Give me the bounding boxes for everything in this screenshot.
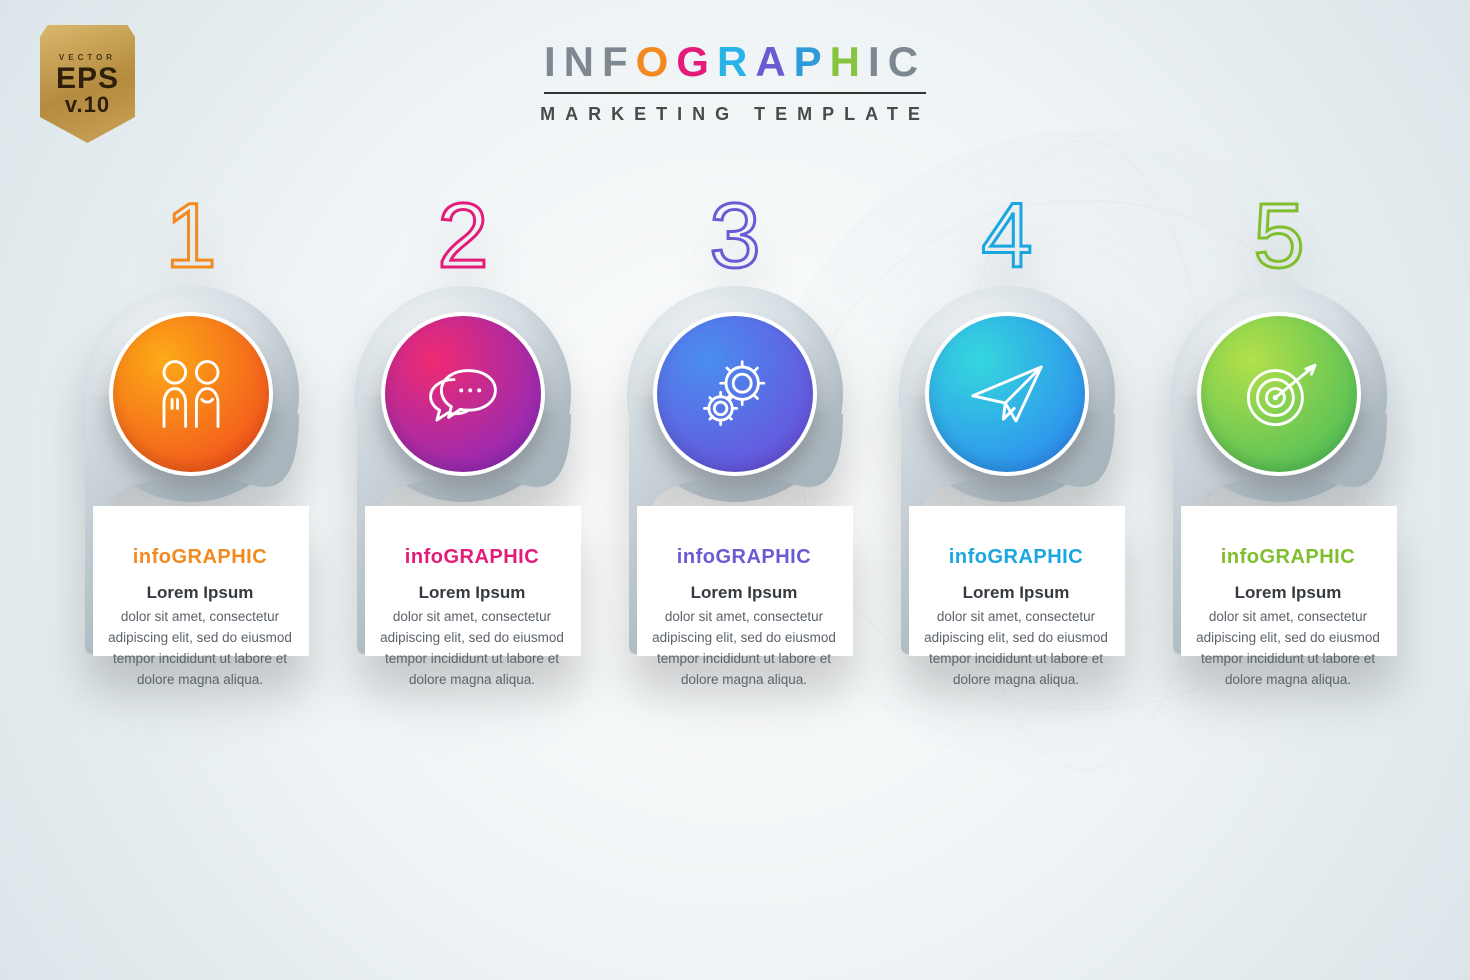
step-card-5: 5 infoGRAPHIC Lorem Ipsum dolor sit amet… — [1159, 190, 1399, 656]
plane-icon — [925, 312, 1089, 476]
step-body-text: dolor sit amet, consectetur adipiscing e… — [645, 607, 843, 691]
step-body-title: Lorem Ipsum — [645, 583, 843, 603]
pin-shape: infoGRAPHIC Lorem Ipsum dolor sit amet, … — [71, 286, 311, 656]
step-text: infoGRAPHIC Lorem Ipsum dolor sit amet, … — [917, 546, 1115, 691]
steps-row: 1 infoGRAPHIC Lorem Ipsum dolor sit amet… — [0, 190, 1470, 656]
step-label: infoGRAPHIC — [645, 546, 843, 569]
people-icon — [109, 312, 273, 476]
target-icon — [1197, 312, 1361, 476]
step-card-2: 2 infoGRAPHIC Lorem Ipsum dolor sit amet… — [343, 190, 583, 656]
page-subtitle: MARKETING TEMPLATE — [0, 104, 1470, 125]
gears-icon — [653, 312, 817, 476]
step-text: infoGRAPHIC Lorem Ipsum dolor sit amet, … — [373, 546, 571, 691]
step-body-title: Lorem Ipsum — [101, 583, 299, 603]
step-text: infoGRAPHIC Lorem Ipsum dolor sit amet, … — [645, 546, 843, 691]
step-body-text: dolor sit amet, consectetur adipiscing e… — [917, 607, 1115, 691]
pin-shape: infoGRAPHIC Lorem Ipsum dolor sit amet, … — [1159, 286, 1399, 656]
step-body-text: dolor sit amet, consectetur adipiscing e… — [373, 607, 571, 691]
step-number: 1 — [71, 190, 311, 282]
pin-shape: infoGRAPHIC Lorem Ipsum dolor sit amet, … — [887, 286, 1127, 656]
step-text: infoGRAPHIC Lorem Ipsum dolor sit amet, … — [1189, 546, 1387, 691]
step-label: infoGRAPHIC — [1189, 546, 1387, 569]
step-body-text: dolor sit amet, consectetur adipiscing e… — [1189, 607, 1387, 691]
step-body-title: Lorem Ipsum — [1189, 583, 1387, 603]
step-text: infoGRAPHIC Lorem Ipsum dolor sit amet, … — [101, 546, 299, 691]
step-number: 2 — [343, 190, 583, 282]
chat-icon — [381, 312, 545, 476]
step-label: infoGRAPHIC — [373, 546, 571, 569]
step-number: 3 — [615, 190, 855, 282]
step-card-4: 4 infoGRAPHIC Lorem Ipsum dolor sit amet… — [887, 190, 1127, 656]
header: INFOGRAPHIC MARKETING TEMPLATE — [0, 38, 1470, 125]
step-label: infoGRAPHIC — [917, 546, 1115, 569]
page-title: INFOGRAPHIC — [544, 38, 926, 94]
step-body-title: Lorem Ipsum — [917, 583, 1115, 603]
step-number: 5 — [1159, 190, 1399, 282]
step-number: 4 — [887, 190, 1127, 282]
step-body-text: dolor sit amet, consectetur adipiscing e… — [101, 607, 299, 691]
step-card-1: 1 infoGRAPHIC Lorem Ipsum dolor sit amet… — [71, 190, 311, 656]
step-card-3: 3 infoGRAPHIC Lorem Ipsum dolor sit amet… — [615, 190, 855, 656]
step-body-title: Lorem Ipsum — [373, 583, 571, 603]
pin-shape: infoGRAPHIC Lorem Ipsum dolor sit amet, … — [343, 286, 583, 656]
step-label: infoGRAPHIC — [101, 546, 299, 569]
pin-shape: infoGRAPHIC Lorem Ipsum dolor sit amet, … — [615, 286, 855, 656]
